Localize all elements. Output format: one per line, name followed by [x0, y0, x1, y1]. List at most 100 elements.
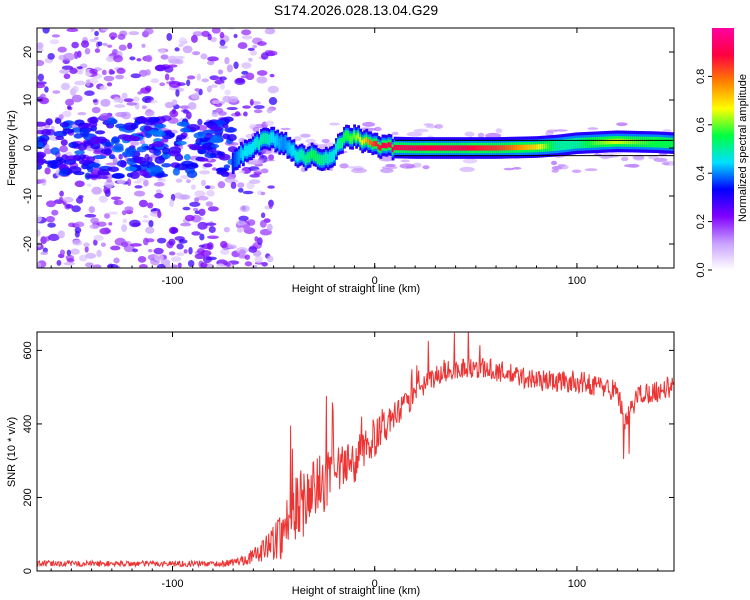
spectrogram-ridge-cell	[258, 142, 261, 148]
spectrogram-ridge-cell	[476, 145, 480, 151]
spectrogram-haze-blob	[464, 131, 475, 137]
spectrogram-ridge-cell	[656, 139, 660, 145]
spectrogram-haze-blob	[280, 127, 291, 131]
spectrogram-noise-blob	[57, 230, 65, 239]
spectrogram-ridge-cell	[593, 139, 597, 145]
spectrogram-signal-blob	[68, 141, 79, 149]
spectrogram-noise-blob	[91, 106, 101, 114]
spectrogram-noise-blob	[139, 139, 145, 145]
spectrogram-noise-blob	[177, 262, 182, 268]
spectrogram-noise-blob	[154, 193, 164, 199]
spectrogram-ridge-cell	[531, 144, 534, 150]
spectrogram-signal-blob	[88, 120, 98, 128]
snr-y-tick-label: 0	[22, 568, 34, 574]
spectrogram-ridge-cell	[337, 141, 340, 148]
spectrogram-haze-blob	[252, 169, 264, 173]
spectrogram-noise-blob	[128, 31, 140, 36]
spectrogram-ridge-cell	[624, 138, 627, 145]
spectrogram-noise-blob	[256, 76, 268, 84]
spectrogram-haze-blob	[545, 130, 554, 136]
spectrogram-noise-blob	[93, 239, 98, 246]
spectrogram-haze-blob	[413, 128, 429, 133]
spectrogram-noise-blob	[114, 198, 119, 205]
spectrogram-noise-blob	[159, 82, 166, 87]
spectrogram-noise-blob	[48, 233, 60, 242]
spectrogram-ridge-cell	[490, 145, 494, 151]
spectrogram-noise-blob	[66, 258, 75, 263]
spectrogram-noise-blob	[71, 205, 81, 213]
spectrogram-noise-blob	[86, 183, 92, 187]
spectrogram-signal-blob	[63, 158, 77, 165]
spectrogram-signal-blob	[210, 126, 223, 132]
spectrogram-signal-blob	[209, 136, 223, 144]
spectrogram-ridge-cell	[237, 154, 241, 160]
spectrogram-haze-blob	[477, 132, 485, 138]
spectrogram-noise-blob	[260, 52, 269, 60]
spectrogram-signal-blob	[210, 144, 220, 149]
spectrogram-haze-blob	[584, 168, 598, 172]
spectrogram-noise-blob	[108, 32, 118, 39]
spectrogram-noise-blob	[153, 182, 165, 187]
spectrogram-signal-blob	[104, 142, 112, 147]
spectrogram-noise-blob	[178, 239, 188, 244]
spectrogram-ridge-cell	[620, 138, 623, 145]
spectrogram-ridge-cell	[660, 139, 664, 146]
spectrogram-noise-blob	[182, 206, 191, 211]
spectrogram-noise-blob	[72, 239, 83, 246]
spectrogram-ridge-cell	[391, 147, 395, 153]
spectrogram-noise-blob	[219, 76, 227, 81]
spectrogram-ridge-cell	[310, 150, 314, 157]
spectrogram-noise-blob	[121, 210, 127, 216]
spectrogram-noise-blob	[211, 28, 221, 34]
spectrogram-noise-blob	[241, 35, 253, 40]
spectrogram-ridge-cell	[563, 142, 567, 148]
spectrogram-ridge-cell	[314, 153, 318, 159]
spectrogram-noise-blob	[130, 243, 142, 247]
spectrogram-haze-blob	[300, 133, 311, 138]
spectrogram-noise-blob	[256, 70, 268, 76]
spectrogram-ridge-cell	[334, 146, 338, 152]
spectrogram-ridge-cell	[535, 144, 538, 150]
spectrogram-noise-blob	[115, 111, 128, 118]
spectrogram-noise-blob	[155, 189, 162, 195]
spectrogram-signal-blob	[180, 127, 191, 133]
spectrogram-noise-blob	[238, 170, 245, 174]
spectrogram-ridge-cell	[557, 142, 561, 148]
spectrogram-haze-blob	[559, 164, 569, 170]
spectrogram-noise-blob	[158, 49, 167, 54]
spectrogram-ridge-cell	[571, 141, 575, 147]
spectrogram-noise-blob	[126, 102, 138, 106]
spectrogram-noise-blob	[241, 62, 252, 69]
spectrogram-noise-blob	[144, 97, 152, 103]
spectrogram-noise-blob	[99, 85, 108, 91]
spectrogram-noise-blob	[106, 82, 113, 87]
spectrogram-noise-blob	[45, 200, 56, 208]
spectrogram-noise-blob	[268, 154, 275, 161]
spectrogram-haze-blob	[347, 166, 356, 169]
spectrogram-noise-blob	[197, 196, 209, 201]
spectrogram-noise-blob	[210, 36, 217, 43]
spectrogram-noise-blob	[217, 69, 223, 75]
spectrogram-ridge-cell	[359, 136, 363, 143]
spectrogram-ridge-cell	[605, 139, 609, 145]
spectrogram-ridge-cell	[460, 145, 464, 151]
spectrogram-signal-blob	[223, 116, 234, 122]
spectrogram-signal-blob	[55, 156, 64, 162]
spectrogram-ridge-cell	[512, 144, 516, 151]
spectrogram-haze-blob	[381, 165, 398, 170]
spectrogram-noise-blob	[226, 106, 238, 111]
spectrogram-ridge-cell	[377, 144, 381, 150]
snr-x-axis-label: Height of straight line (km)	[292, 585, 420, 597]
spectrogram-ridge-cell	[468, 145, 472, 151]
spectrogram-ridge-cell	[446, 145, 450, 151]
spectrogram-ridge-cell	[345, 132, 348, 139]
spectrogram-signal-blob	[37, 151, 47, 158]
spectrogram-noise-blob	[197, 118, 203, 126]
spectrogram-ridge-cell	[385, 143, 389, 149]
spectrogram-signal-blob	[126, 157, 135, 166]
spectrogram-noise-blob	[74, 80, 86, 86]
spectrogram-noise-blob	[190, 184, 196, 190]
spectrogram-ridge-cell	[589, 139, 593, 146]
spectrogram-noise-blob	[192, 51, 201, 56]
